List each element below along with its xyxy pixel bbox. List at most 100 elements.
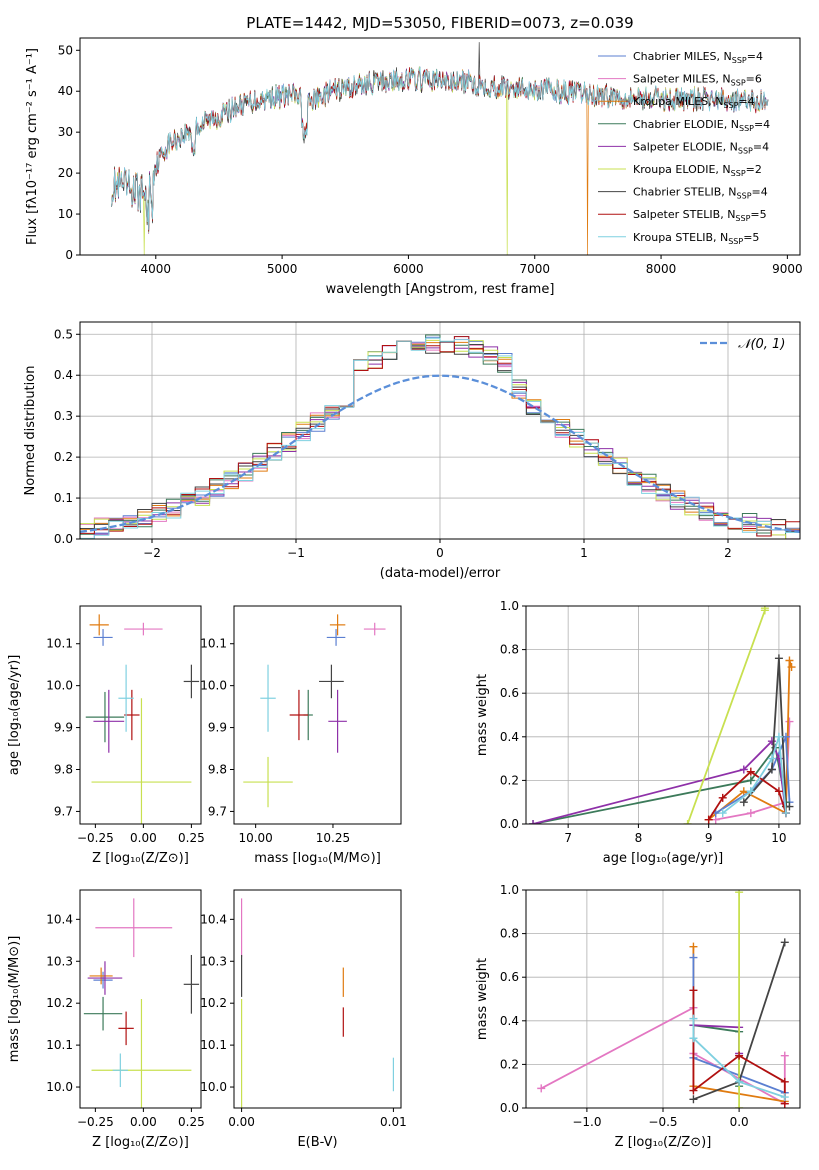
weight-marker-salpeter_stelib [689,986,698,995]
chart-title: PLATE=1442, MJD=53050, FIBERID=0073, z=0… [246,14,633,32]
y-tick-label: 9.7 [208,804,227,818]
legend-sub: SSP [731,79,746,88]
legend-sub: SSP [723,101,738,110]
legend-entry-salpeter_miles: Salpeter MILES, NSSP=6 [633,73,762,88]
y-axis-label: mass weight [475,958,490,1040]
x-tick-label: 10 [771,831,786,845]
y-tick-label: 0.4 [54,368,73,382]
weight-marker-salpeter_stelib [689,1086,698,1095]
y-axis-label: mass weight [475,674,490,756]
y-tick-label: 1.0 [500,599,519,613]
y-tick-label: 0.2 [500,1057,519,1071]
y-tick-label: 9.9 [208,721,227,735]
y-tick-label: 10.4 [46,912,73,926]
weight-marker-kroupa_elodie [760,606,769,613]
y-tick-label: 10.2 [46,996,73,1010]
x-tick-label: 7 [564,831,572,845]
x-axis-label: Z [log₁₀(Z/Z⊙)] [92,851,189,866]
y-tick-label: 0.8 [500,643,519,657]
x-axis-label: mass [log₁₀(M/M⊙)] [254,851,381,866]
plot-area [240,898,395,1108]
y-tick-label: 30 [58,125,73,139]
x-tick-label: 0.00 [228,1115,255,1129]
y-tick-label: 0.8 [500,927,519,941]
weight-marker-chabrier_elodie [746,776,755,785]
weight-marker-kroupa_elodie [735,890,744,897]
weight-line-chabrier_elodie [693,1024,740,1087]
legend-entry-chabrier_stelib: Chabrier STELIB, NSSP=4 [633,186,768,201]
x-tick-label: −0.25 [77,1115,114,1129]
weight-marker-salpeter_stelib [746,767,755,776]
y-tick-label: 0.0 [500,817,519,831]
weight-marker-salpeter_miles [785,717,794,726]
x-tick-label: 8000 [646,262,677,276]
axes-frame [525,605,801,825]
x-tick-label: 0.01 [380,1115,407,1129]
axes-frame [79,889,202,1109]
legend-name: Salpeter STELIB, N [633,208,735,221]
y-axis-label: age [log₁₀(age/yr)] [7,655,22,776]
weight-marker-kroupa_stelib [746,787,755,796]
legend-entry-kroupa_miles: Kroupa MILES, NSSP=4 [633,95,755,110]
legend-suffix: =2 [746,163,762,176]
weight-marker-salpeter_elodie [739,765,748,774]
legend-name: Salpeter ELODIE, N [633,140,738,153]
y-tick-label: 9.8 [208,763,227,777]
legend-suffix: =4 [754,118,770,131]
legend-sub: SSP [735,214,750,223]
histogram-kroupa_elodie [80,339,800,539]
weight-marker-chabrier_stelib [739,798,748,807]
y-tick-label: 0.5 [54,327,73,341]
y-tick-label: 10.0 [200,679,227,693]
legend-suffix: =4 [752,186,768,199]
plot-area [83,898,200,1108]
weight-marker-salpeter_miles [746,809,755,818]
legend-suffix: =4 [747,50,763,63]
weight-marker-salpeter_stelib [718,793,727,802]
x-axis-label: wavelength [Angstrom, rest frame] [326,282,555,297]
axes-frame [233,605,402,825]
x-tick-label: −1.0 [572,1115,601,1129]
y-tick-label: 0.6 [500,686,519,700]
x-tick-label: −2 [143,546,161,560]
legend-entry-salpeter_elodie: Salpeter ELODIE, NSSP=4 [633,140,769,155]
y-tick-label: 0.3 [54,409,73,423]
y-tick-label: 10.0 [46,679,73,693]
legend-sub: SSP [728,237,743,246]
y-tick-label: 10.3 [200,954,227,968]
plot-area [243,614,386,808]
spectrum-line-kroupa_stelib [111,66,769,230]
y-axis-label: Flux [fλ10⁻¹⁷ erg cm⁻² s⁻¹ A⁻¹] [25,48,40,245]
legend-entry-chabrier_elodie: Chabrier ELODIE, NSSP=4 [633,118,770,133]
legend-suffix: =4 [753,140,769,153]
weight-marker-kroupa_elodie [735,1104,744,1108]
x-tick-label: 0.25 [178,831,205,845]
y-tick-label: 9.9 [54,721,73,735]
normal-curve [80,374,800,533]
legend-sub: SSP [739,124,754,133]
legend-suffix: =6 [746,73,762,86]
plot-area [111,42,769,255]
x-tick-label: 10.00 [238,831,272,845]
weight-marker-kroupa_miles [787,663,796,672]
x-axis-label: Z [log₁₀(Z/Z⊙)] [615,1135,712,1150]
legend-name: Kroupa ELODIE, N [633,163,731,176]
legend-name: Chabrier ELODIE, N [633,118,739,131]
x-tick-label: 1 [580,546,588,560]
x-axis-label: (data-model)/error [380,566,501,581]
y-tick-label: 10.1 [200,1038,227,1052]
weight-marker-salpeter_stelib [735,1051,744,1060]
x-tick-label: 6000 [393,262,424,276]
legend-name: Chabrier MILES, N [633,50,732,63]
legend-name: Kroupa STELIB, N [633,231,728,244]
y-tick-label: 10.0 [200,1080,227,1094]
weight-marker-kroupa_miles [689,942,698,951]
x-tick-label: 7000 [519,262,550,276]
x-tick-label: 0.00 [130,1115,157,1129]
legend-name: Kroupa MILES, N [633,95,723,108]
y-tick-label: 1.0 [500,883,519,897]
weight-marker-kroupa_stelib [689,1014,698,1023]
weight-marker-kroupa_stelib [718,809,727,818]
weight-marker-chabrier_miles [689,953,698,962]
